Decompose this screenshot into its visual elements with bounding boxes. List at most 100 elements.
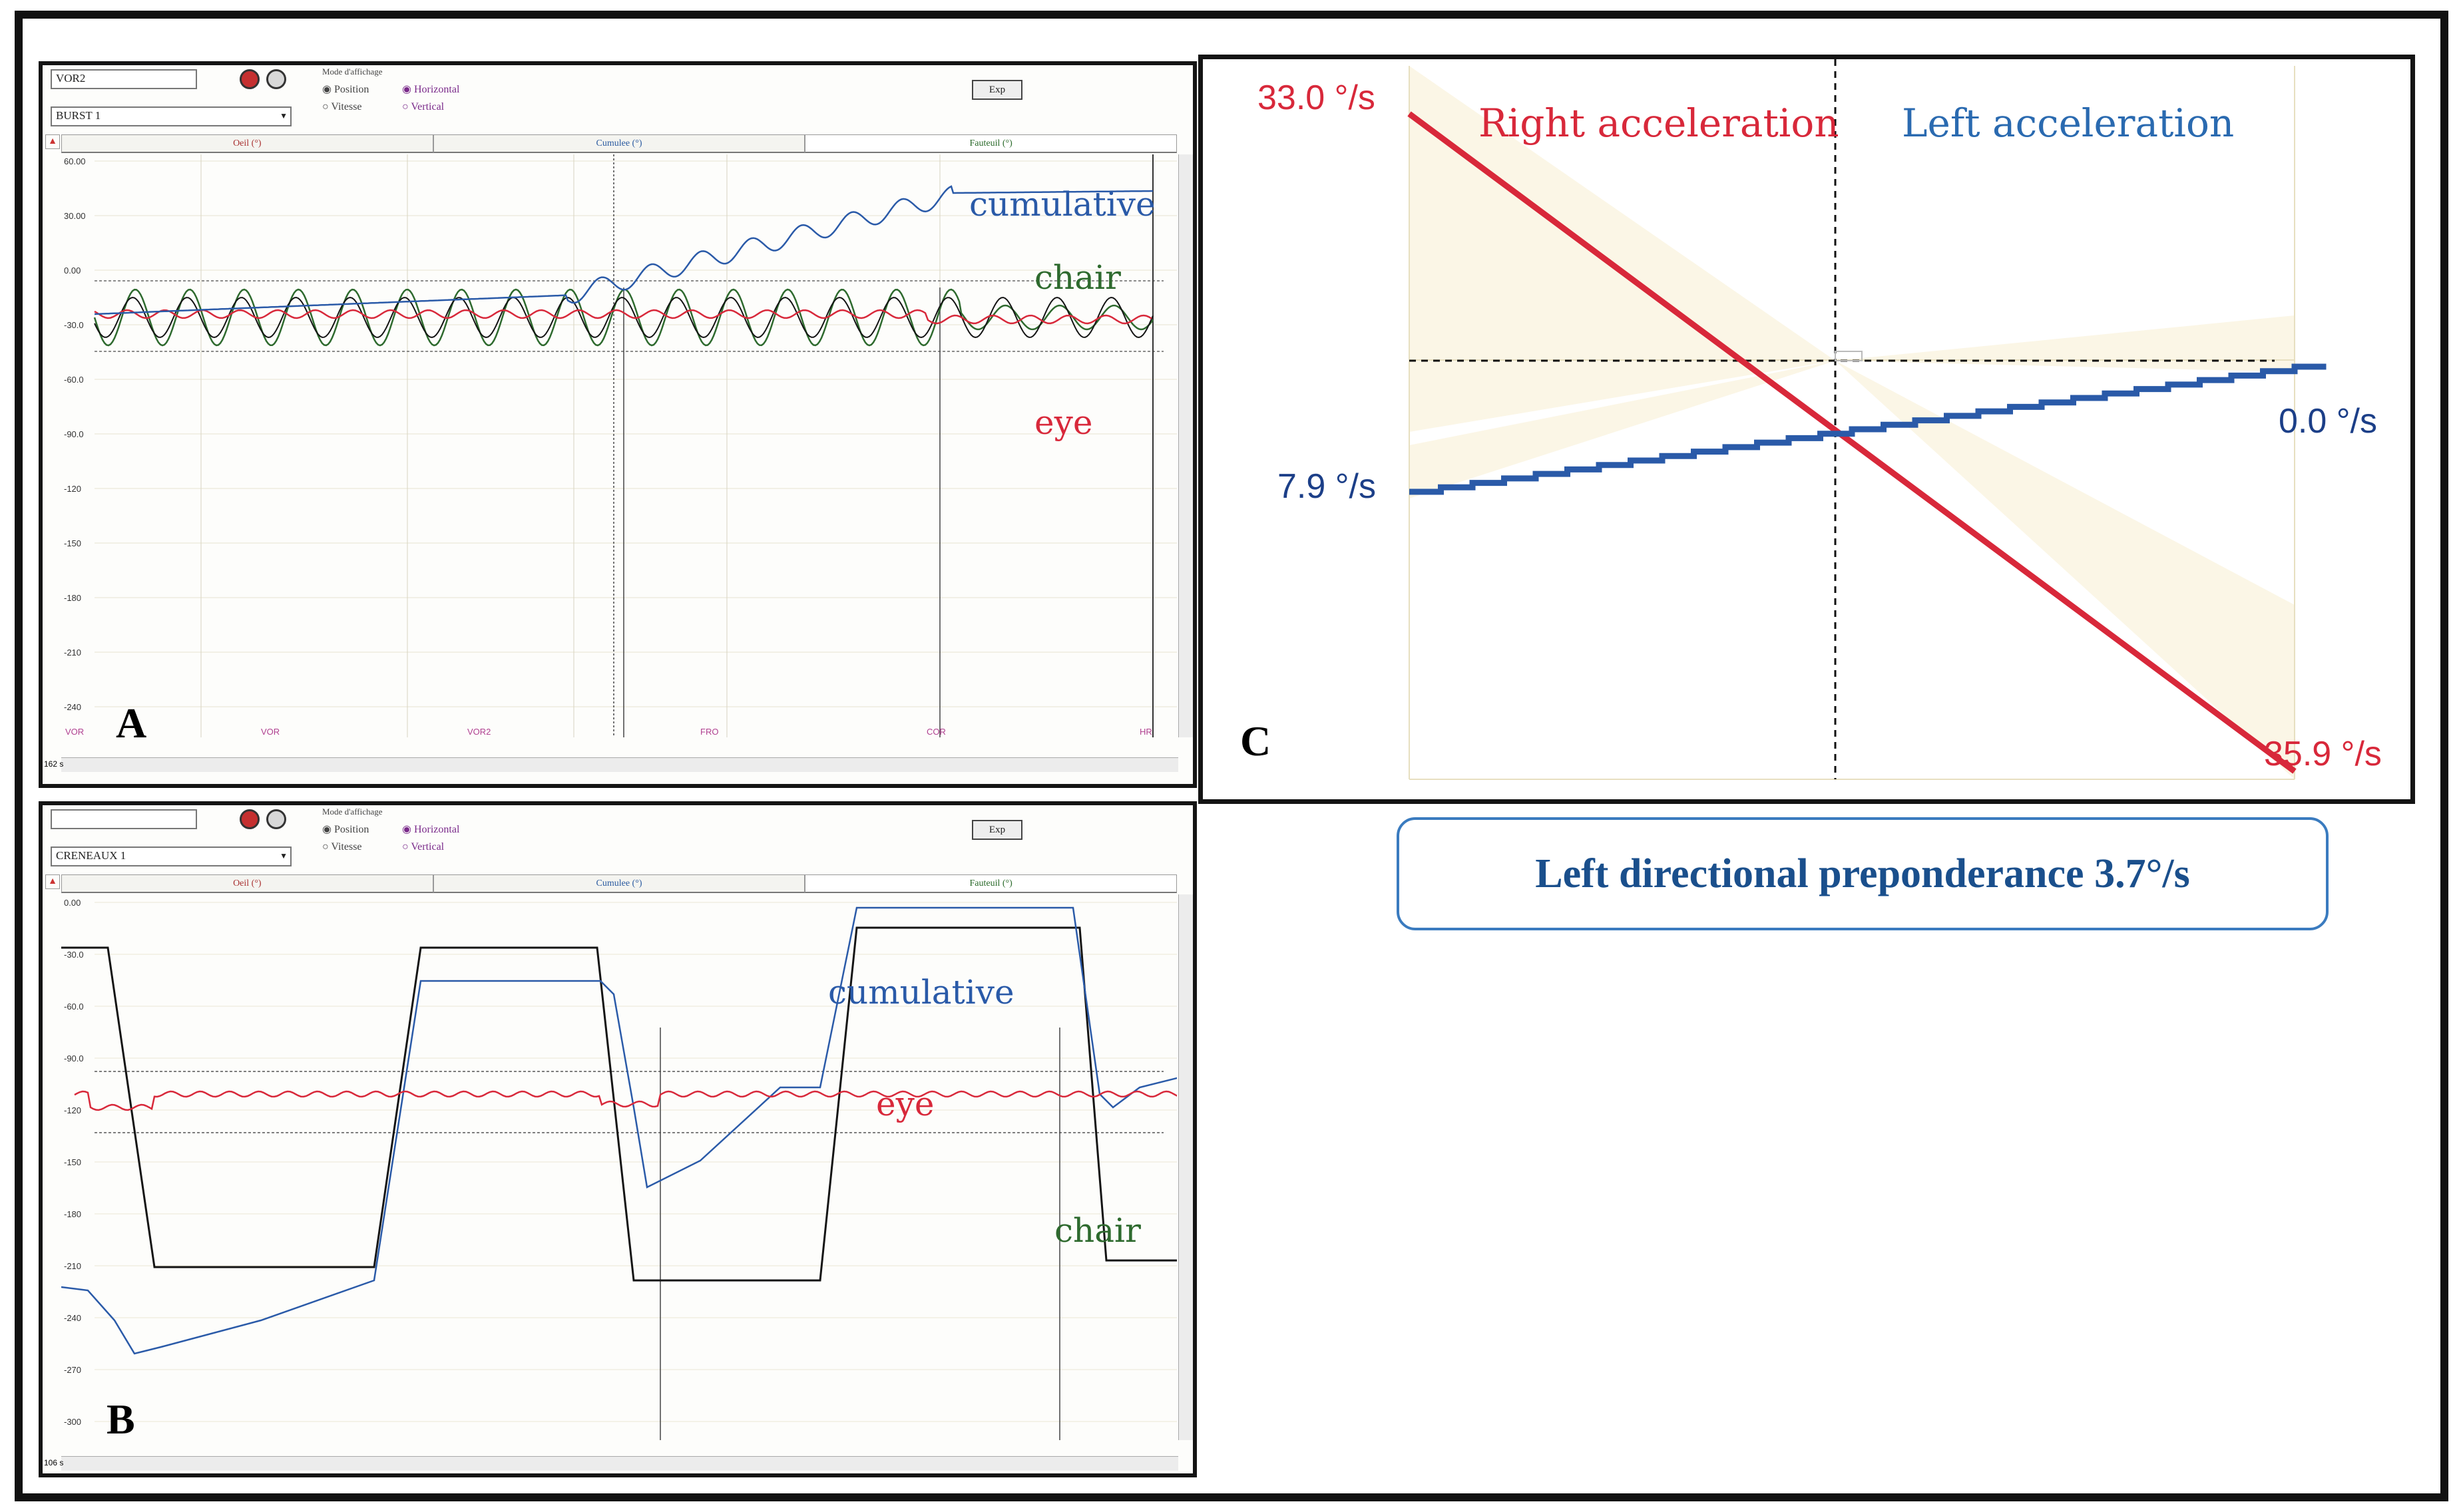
- panel-b-export-button[interactable]: Exp: [972, 820, 1022, 840]
- panel-c-letter: C: [1240, 717, 1271, 765]
- panel-a-vscroll[interactable]: [1178, 154, 1193, 737]
- red-top-value: 33.0 °/s: [1257, 79, 1375, 117]
- y-tick-label: -240: [64, 1313, 81, 1323]
- record-button[interactable]: [240, 809, 260, 829]
- panel-b-name-box[interactable]: [51, 809, 197, 829]
- y-tick-label: -240: [64, 702, 81, 712]
- panel-b-tabs: Oeil (°) Cumulee (°) Fauteuil (°): [61, 874, 1178, 893]
- center-marker: [1835, 351, 1863, 361]
- y-tick-label: -180: [64, 1209, 81, 1219]
- red-bottom-value: 35.9 °/s: [2264, 735, 2382, 773]
- panel-b-hscroll[interactable]: 106 s: [44, 1456, 1178, 1471]
- panel-a-mode-title: Mode d'affichage: [322, 67, 383, 77]
- blue-right-value: 0.0 °/s: [2279, 402, 2377, 441]
- eye-series: [94, 309, 1152, 325]
- panel-a-name-box[interactable]: VOR2: [51, 69, 197, 89]
- panel-b-dropdown-value: CRENEAUX 1: [56, 849, 126, 862]
- opt-horizontal-label: Horizontal: [413, 824, 460, 835]
- directional-preponderance-annotation: Left directional preponderance 3.7°/s: [1397, 817, 2329, 930]
- y-tick-label: 0.00: [64, 898, 81, 908]
- red-confidence-area: [1835, 361, 2295, 779]
- panel-c-chart: [1407, 59, 2327, 780]
- panel-b-label-cumulative: cumulative: [828, 973, 1014, 1012]
- blue-confidence-area: [1835, 315, 2295, 372]
- opt-speed-label: Vitesse: [331, 101, 362, 112]
- chevron-down-icon: ▼: [280, 111, 288, 120]
- opt-position-label: Position: [334, 824, 369, 835]
- panel-a-plot: 60.00 30.00 0.00 -30.0 -60.0 -90.0 -120 -150 -18…: [61, 154, 1177, 737]
- blue-left-value: 7.9 °/s: [1277, 467, 1376, 506]
- panel-a-opt-vertical[interactable]: ○ Vertical: [402, 101, 445, 112]
- left-acceleration-title: Left acceleration: [1902, 100, 2235, 146]
- y-tick-label: 30.00: [64, 211, 86, 221]
- y-tick-label: -210: [64, 648, 81, 658]
- panel-a-tabs: Oeil (°) Cumulee (°) Fauteuil (°): [61, 134, 1178, 153]
- tab-eye[interactable]: Oeil (°): [61, 874, 433, 893]
- panel-b-label-chair: chair: [1054, 1211, 1141, 1250]
- y-tick-label: -120: [64, 1105, 81, 1115]
- chair-black-series: [94, 296, 1154, 339]
- panel-b-label-eye: eye: [876, 1085, 935, 1123]
- red-confidence-area: [1409, 66, 1835, 432]
- panel-b-scroll-label: 106 s: [44, 1458, 64, 1467]
- panel-a-label-cumulative: cumulative: [969, 185, 1156, 224]
- stop-button[interactable]: [266, 69, 286, 89]
- y-tick-label: -150: [64, 538, 81, 548]
- panel-b-opt-speed[interactable]: ○ Vitesse: [322, 841, 362, 852]
- y-tick-label: -150: [64, 1157, 81, 1167]
- right-acceleration-title: Right acceleration: [1478, 100, 1839, 146]
- panel-a-export-button[interactable]: Exp: [972, 80, 1022, 100]
- x-marker-label: VOR2: [467, 727, 491, 737]
- panel-b-letter: B: [107, 1396, 135, 1443]
- panel-a-test-dropdown[interactable]: BURST 1 ▼: [51, 106, 292, 126]
- panel-b-arrow-icon[interactable]: ▲: [45, 874, 60, 889]
- y-tick-label: -270: [64, 1365, 81, 1375]
- stop-button[interactable]: [266, 809, 286, 829]
- x-marker-label: COR: [927, 727, 946, 737]
- panel-b-vscroll[interactable]: [1178, 894, 1193, 1440]
- left-acceleration-line: [1409, 363, 2327, 495]
- panel-b-opt-position[interactable]: ◉ Position: [322, 824, 369, 835]
- panel-a-opt-speed[interactable]: ○ Vitesse: [322, 101, 362, 112]
- x-marker-label: VOR: [261, 727, 280, 737]
- eye-series: [74, 1090, 1177, 1111]
- opt-horizontal-label: Horizontal: [413, 84, 460, 95]
- y-tick-label: -90.0: [64, 1053, 84, 1063]
- tab-cumulative[interactable]: Cumulee (°): [433, 134, 805, 153]
- y-tick-label: -30.0: [64, 950, 84, 960]
- panel-a-dropdown-value: BURST 1: [56, 109, 101, 122]
- y-tick-label: -60.0: [64, 1002, 84, 1012]
- panel-a-letter: A: [116, 699, 147, 747]
- y-tick-label: 60.00: [64, 156, 86, 166]
- panel-b-opt-horizontal[interactable]: ◉ Horizontal: [402, 824, 460, 835]
- panel-a-arrow-icon[interactable]: ▲: [45, 134, 60, 149]
- tab-eye[interactable]: Oeil (°): [61, 134, 433, 153]
- panel-b-window: CRENEAUX 1 ▼ Mode d'affichage ◉ Position …: [39, 801, 1197, 1477]
- opt-position-label: Position: [334, 84, 369, 95]
- y-tick-label: -30.0: [64, 320, 84, 330]
- blue-confidence-area: [1409, 361, 1835, 498]
- tab-chair[interactable]: Fauteuil (°): [805, 134, 1178, 153]
- tab-cumulative[interactable]: Cumulee (°): [433, 874, 805, 893]
- x-marker-label: FRO: [700, 727, 718, 737]
- y-tick-label: -300: [64, 1417, 81, 1427]
- cumulative-series: [94, 185, 1153, 315]
- record-button[interactable]: [240, 69, 260, 89]
- panel-a-label-chair: chair: [1034, 258, 1121, 297]
- opt-vertical-label: Vertical: [411, 841, 445, 852]
- panel-a-hscroll[interactable]: 162 s: [44, 757, 1178, 772]
- cumulative-series: [61, 906, 1177, 1355]
- panel-a-window: VOR2 BURST 1 ▼ Mode d'affichage ◉ Positio…: [39, 61, 1197, 788]
- panel-b-opt-vertical[interactable]: ○ Vertical: [402, 841, 445, 852]
- y-tick-label: -210: [64, 1261, 81, 1271]
- tab-chair[interactable]: Fauteuil (°): [805, 874, 1178, 893]
- chevron-down-icon: ▼: [280, 851, 288, 860]
- x-marker-label: HR: [1140, 727, 1152, 737]
- panel-c: Right acceleration Left acceleration 33.…: [1198, 55, 2415, 804]
- panel-b-test-dropdown[interactable]: CRENEAUX 1 ▼: [51, 847, 292, 866]
- panel-a-opt-position[interactable]: ◉ Position: [322, 84, 369, 95]
- y-tick-label: -60.0: [64, 375, 84, 385]
- panel-a-label-eye: eye: [1034, 403, 1093, 442]
- y-tick-label: 0.00: [64, 266, 81, 276]
- panel-a-opt-horizontal[interactable]: ◉ Horizontal: [402, 84, 460, 95]
